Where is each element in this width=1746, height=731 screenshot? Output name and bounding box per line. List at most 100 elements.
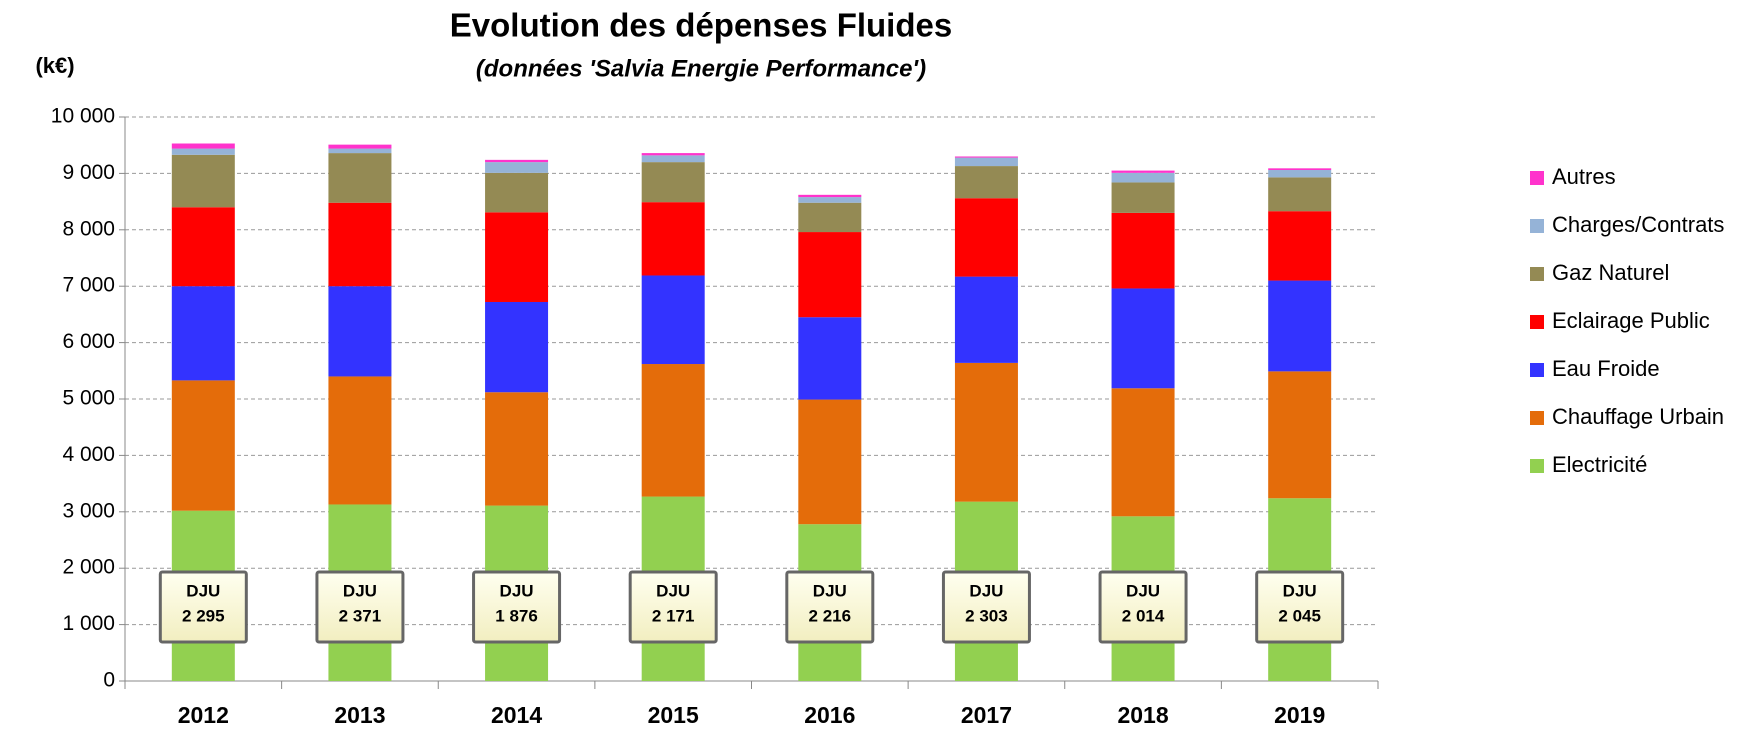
legend-label: Electricité [1552,452,1647,477]
dju-box: DJU 1 876 [472,570,562,644]
legend-label: Charges/Contrats [1552,212,1724,237]
dju-label: DJU [656,581,690,600]
dju-label: DJU [186,581,220,600]
bar-segment [641,275,705,365]
dju-box: DJU 2 171 [628,570,718,644]
y-tick-label: 4 000 [62,443,115,466]
bar-segment [798,202,862,233]
bar-segment [328,148,392,154]
dju-box-bg [1098,570,1188,644]
y-axis-label: (k€) [35,53,74,78]
legend-swatch [1530,267,1544,281]
bar-segment [1268,280,1332,372]
dju-label: DJU [969,581,1003,600]
legend-swatch [1530,411,1544,425]
chart-title: Evolution des dépenses Fluides [450,7,952,44]
bar-segment [1268,168,1332,171]
y-tick-label: 1 000 [62,612,115,635]
dju-value: 2 045 [1278,606,1321,625]
bar-segment [485,212,549,302]
legend-swatch [1530,219,1544,233]
dju-box-bg [158,570,248,644]
bar-segment [328,153,392,203]
dju-box: DJU 2 295 [158,570,248,644]
dju-box: DJU 2 045 [1255,570,1345,644]
x-tick-label: 2012 [178,702,229,728]
bar-segment [641,364,705,497]
y-tick-label: 7 000 [62,274,115,297]
dju-value: 2 303 [965,606,1008,625]
legend-label: Gaz Naturel [1552,260,1669,285]
bar-segment [1268,170,1332,178]
bar-segment [485,301,549,393]
bar-segment [328,376,392,505]
bar-segment [485,172,549,213]
dju-value: 2 295 [182,606,225,625]
x-tick-label: 2014 [491,702,542,728]
x-tick-label: 2016 [804,702,855,728]
dju-value: 2 216 [809,606,852,625]
bar-segment [485,162,549,173]
legend-label: Eclairage Public [1552,308,1710,333]
dju-box: DJU 2 303 [941,570,1031,644]
legend-swatch [1530,171,1544,185]
y-tick-label: 10 000 [51,105,115,128]
bar-segment [641,153,705,156]
dju-box-bg [315,570,405,644]
x-tick-label: 2013 [334,702,385,728]
y-tick-label: 9 000 [62,161,115,184]
dju-box: DJU 2 014 [1098,570,1188,644]
bar-segment [641,155,705,163]
bar-segment [954,362,1018,502]
y-tick-label: 5 000 [62,387,115,410]
bar-segment [1111,172,1175,183]
bar-segment [798,232,862,318]
dju-value: 2 171 [652,606,695,625]
chart-subtitle: (données 'Salvia Energie Performance') [476,55,926,82]
y-tick-label: 3 000 [62,499,115,522]
x-tick-label: 2018 [1117,702,1168,728]
bar-segment [954,156,1018,158]
y-tick-label: 8 000 [62,217,115,240]
dju-label: DJU [813,581,847,600]
bar-segment [171,154,235,208]
dju-label: DJU [1126,581,1160,600]
dju-value: 2 371 [339,606,382,625]
legend-swatch [1530,363,1544,377]
x-tick-label: 2017 [961,702,1012,728]
legend-label: Eau Froide [1552,356,1660,381]
bar-segment [641,162,705,203]
bar-segment [954,198,1018,277]
x-tick-label: 2019 [1274,702,1325,728]
bar-segment [1268,211,1332,281]
bar-segment [1111,170,1175,173]
dju-box: DJU 2 216 [785,570,875,644]
dju-label: DJU [343,581,377,600]
dju-value: 2 014 [1122,606,1165,625]
bar-segment [328,202,392,287]
dju-box-bg [1255,570,1345,644]
bar-segment [798,399,862,525]
legend-label: Autres [1552,164,1616,189]
legend-swatch [1530,315,1544,329]
y-tick-label: 2 000 [62,556,115,579]
bar-segment [171,207,235,287]
dju-label: DJU [500,581,534,600]
dju-box-bg [628,570,718,644]
x-tick-label: 2015 [648,702,699,728]
bar-segment [171,286,235,381]
dju-box-bg [941,570,1031,644]
bar-segment [171,143,235,149]
bar-segment [641,202,705,276]
bar-segment [171,380,235,511]
dju-box-bg [785,570,875,644]
bar-segment [954,157,1018,167]
bar-segment [798,197,862,203]
dju-label: DJU [1283,581,1317,600]
dju-box: DJU 2 371 [315,570,405,644]
bar-segment [798,317,862,400]
bar-segment [485,159,549,163]
bar-segment [798,194,862,198]
bar-segment [328,144,392,149]
dju-value: 1 876 [495,606,538,625]
